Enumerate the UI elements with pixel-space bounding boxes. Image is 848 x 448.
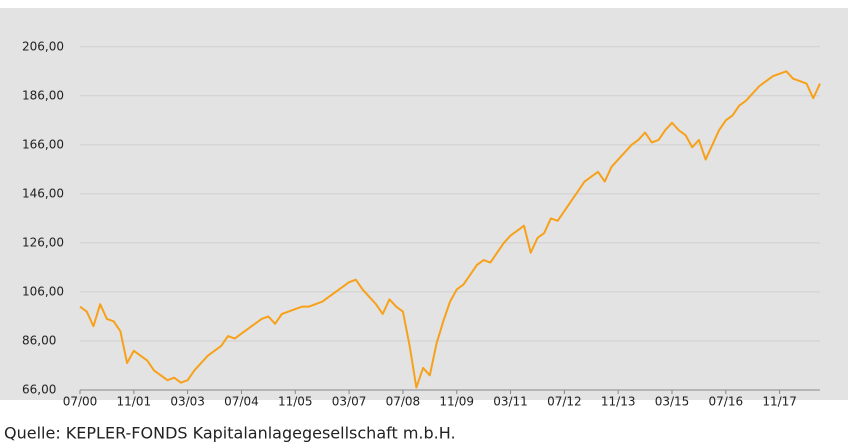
x-tick-label: 07/00 (63, 395, 98, 409)
y-tick-label: 86,00 (22, 333, 56, 347)
x-tick-label: 11/09 (439, 395, 474, 409)
y-tick-label: 106,00 (22, 284, 64, 298)
chart-background (0, 8, 848, 400)
x-tick-label: 11/01 (117, 395, 152, 409)
x-tick-label: 07/04 (224, 395, 259, 409)
x-tick-label: 11/17 (762, 395, 797, 409)
y-tick-label: 126,00 (22, 235, 64, 249)
x-tick-label: 07/16 (709, 395, 744, 409)
x-tick-label: 11/13 (601, 395, 636, 409)
y-tick-label: 186,00 (22, 88, 64, 102)
x-tick-label: 07/12 (547, 395, 582, 409)
y-tick-label: 66,00 (22, 383, 56, 397)
y-tick-label: 146,00 (22, 186, 64, 200)
price-line (79, 70, 821, 389)
x-tick-label: 03/15 (655, 395, 690, 409)
y-tick-label: 206,00 (22, 39, 64, 53)
y-tick-label: 166,00 (22, 137, 64, 151)
x-tick-label: 03/07 (332, 395, 367, 409)
x-tick-label: 03/11 (493, 395, 528, 409)
source-note: Quelle: KEPLER-FONDS Kapitalanlagegesell… (4, 424, 456, 443)
x-tick-label: 03/03 (170, 395, 205, 409)
x-tick-label: 07/08 (386, 395, 421, 409)
x-tick-label: 11/05 (278, 395, 313, 409)
